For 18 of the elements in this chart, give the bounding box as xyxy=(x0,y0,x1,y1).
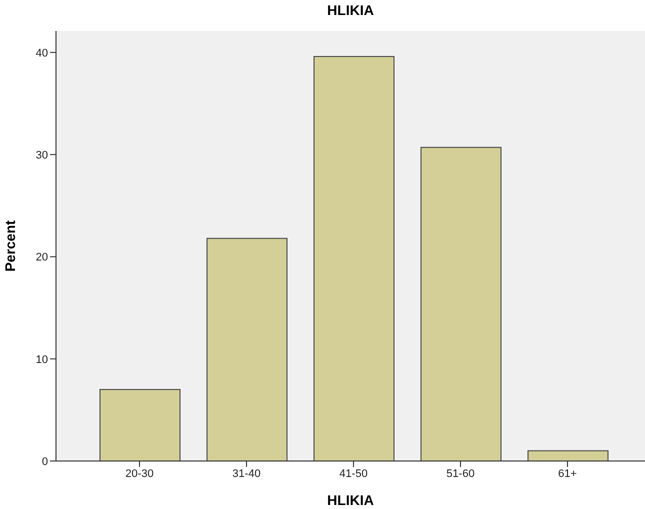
bar xyxy=(206,238,288,461)
x-tick-label: 51-60 xyxy=(446,468,475,480)
x-tick-label: 61+ xyxy=(558,468,577,480)
bar xyxy=(100,389,180,461)
chart-title: HLIKIA xyxy=(326,2,375,18)
bar xyxy=(420,146,502,461)
y-tick-label: 0 xyxy=(42,456,48,468)
y-tick-label: 40 xyxy=(36,47,48,60)
x-tick-label: 31-40 xyxy=(232,468,261,480)
y-tick-label: 30 xyxy=(36,149,48,162)
y-axis-title: Percent xyxy=(2,220,18,272)
y-tick-label: 10 xyxy=(36,354,48,366)
y-tick-label: 20 xyxy=(36,252,48,264)
x-tick-label: 20-30 xyxy=(125,468,154,480)
bar xyxy=(528,450,608,461)
x-axis-title: HLIKIA xyxy=(327,492,374,508)
x-tick-label: 41-50 xyxy=(339,468,368,480)
bar xyxy=(314,56,394,461)
